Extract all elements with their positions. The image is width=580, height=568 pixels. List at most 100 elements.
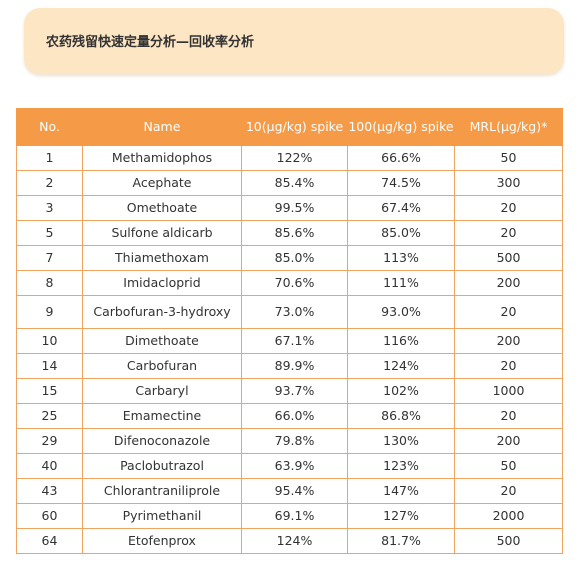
recovery-table: No. Name 10(μg/kg) spike 100(μg/kg) spik… [16,108,563,554]
header-name: Name [82,108,242,146]
table-row: 40 Paclobutrazol 63.9% 123% 50 [16,453,563,479]
cell-spike-100: 85.0% [347,220,455,246]
cell-spike-100: 93.0% [347,295,455,329]
table-row: 2 Acephate 85.4% 74.5% 300 [16,170,563,196]
header-spike-10: 10(μg/kg) spike [241,108,348,146]
cell-spike-10: 85.0% [241,245,348,271]
cell-name: Paclobutrazol [82,453,242,479]
cell-no: 25 [16,403,83,429]
table-row: 8 Imidacloprid 70.6% 111% 200 [16,270,563,296]
table-row: 43 Chlorantraniliprole 95.4% 147% 20 [16,478,563,504]
cell-spike-100: 113% [347,245,455,271]
table-header-row: No. Name 10(μg/kg) spike 100(μg/kg) spik… [16,108,563,146]
cell-spike-10: 122% [241,145,348,171]
cell-spike-100: 124% [347,353,455,379]
table-row: 7 Thiamethoxam 85.0% 113% 500 [16,245,563,271]
cell-mrl: 50 [454,145,563,171]
cell-no: 5 [16,220,83,246]
cell-mrl: 500 [454,528,563,554]
cell-spike-100: 147% [347,478,455,504]
cell-spike-10: 85.4% [241,170,348,196]
cell-spike-10: 93.7% [241,378,348,404]
cell-name: Dimethoate [82,328,242,354]
cell-spike-100: 116% [347,328,455,354]
table-row: 64 Etofenprox 124% 81.7% 500 [16,528,563,554]
cell-spike-100: 74.5% [347,170,455,196]
cell-name: Carbaryl [82,378,242,404]
table-row: 5 Sulfone aldicarb 85.6% 85.0% 20 [16,220,563,246]
cell-spike-10: 89.9% [241,353,348,379]
cell-name: Chlorantraniliprole [82,478,242,504]
cell-mrl: 200 [454,328,563,354]
cell-spike-100: 123% [347,453,455,479]
cell-no: 43 [16,478,83,504]
cell-spike-10: 69.1% [241,503,348,529]
cell-mrl: 50 [454,453,563,479]
header-spike-100: 100(μg/kg) spike [347,108,455,146]
cell-mrl: 500 [454,245,563,271]
cell-spike-100: 86.8% [347,403,455,429]
cell-name: Methamidophos [82,145,242,171]
cell-spike-100: 111% [347,270,455,296]
table-row: 29 Difenoconazole 79.8% 130% 200 [16,428,563,454]
cell-spike-100: 130% [347,428,455,454]
cell-mrl: 1000 [454,378,563,404]
cell-spike-10: 124% [241,528,348,554]
cell-mrl: 20 [454,195,563,221]
cell-name: Sulfone aldicarb [82,220,242,246]
cell-no: 9 [16,295,83,329]
cell-mrl: 2000 [454,503,563,529]
table-row: 1 Methamidophos 122% 66.6% 50 [16,145,563,171]
cell-spike-100: 66.6% [347,145,455,171]
cell-mrl: 20 [454,220,563,246]
cell-spike-100: 81.7% [347,528,455,554]
cell-spike-10: 79.8% [241,428,348,454]
cell-no: 7 [16,245,83,271]
cell-no: 64 [16,528,83,554]
cell-name: Imidacloprid [82,270,242,296]
page-title: 农药残留快速定量分析—回收率分析 [46,35,255,50]
table-row: 25 Emamectine 66.0% 86.8% 20 [16,403,563,429]
cell-spike-10: 70.6% [241,270,348,296]
cell-no: 2 [16,170,83,196]
cell-no: 3 [16,195,83,221]
cell-no: 1 [16,145,83,171]
cell-name: Carbofuran-3-hydroxy [82,295,242,329]
cell-mrl: 20 [454,478,563,504]
cell-no: 15 [16,378,83,404]
cell-no: 8 [16,270,83,296]
cell-mrl: 300 [454,170,563,196]
header-mrl: MRL(μg/kg)* [454,108,563,146]
cell-no: 14 [16,353,83,379]
cell-mrl: 20 [454,403,563,429]
cell-name: Difenoconazole [82,428,242,454]
table-row: 14 Carbofuran 89.9% 124% 20 [16,353,563,379]
cell-name: Acephate [82,170,242,196]
cell-mrl: 20 [454,353,563,379]
cell-spike-10: 66.0% [241,403,348,429]
cell-no: 10 [16,328,83,354]
cell-spike-10: 85.6% [241,220,348,246]
cell-no: 40 [16,453,83,479]
cell-no: 29 [16,428,83,454]
table-row: 9 Carbofuran-3-hydroxy 73.0% 93.0% 20 [16,295,563,329]
table-row: 3 Omethoate 99.5% 67.4% 20 [16,195,563,221]
cell-spike-100: 127% [347,503,455,529]
cell-spike-10: 73.0% [241,295,348,329]
title-banner: 农药残留快速定量分析—回收率分析 [24,8,564,74]
cell-name: Omethoate [82,195,242,221]
cell-spike-100: 102% [347,378,455,404]
cell-name: Emamectine [82,403,242,429]
header-no: No. [16,108,83,146]
cell-spike-10: 63.9% [241,453,348,479]
cell-mrl: 200 [454,270,563,296]
cell-mrl: 200 [454,428,563,454]
cell-mrl: 20 [454,295,563,329]
table-row: 60 Pyrimethanil 69.1% 127% 2000 [16,503,563,529]
cell-no: 60 [16,503,83,529]
cell-name: Thiamethoxam [82,245,242,271]
table-row: 10 Dimethoate 67.1% 116% 200 [16,328,563,354]
cell-name: Pyrimethanil [82,503,242,529]
cell-spike-100: 67.4% [347,195,455,221]
table-row: 15 Carbaryl 93.7% 102% 1000 [16,378,563,404]
